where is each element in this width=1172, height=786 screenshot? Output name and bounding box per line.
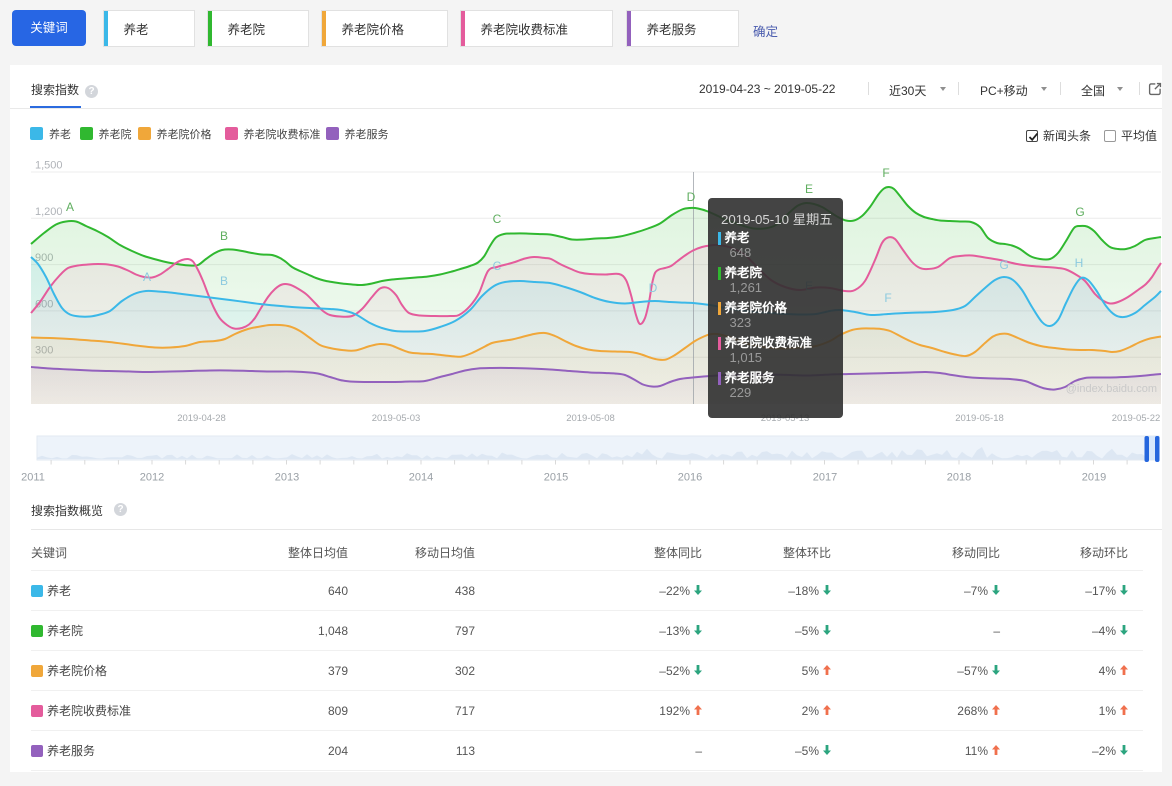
svg-text:F: F [882,166,889,180]
svg-text:B: B [220,274,228,288]
svg-text:2019-05-22: 2019-05-22 [1112,413,1161,424]
svg-text:A: A [66,200,74,214]
svg-text:D: D [649,281,658,295]
svg-text:C: C [493,259,502,273]
svg-text:2013: 2013 [275,472,299,484]
svg-text:F: F [884,291,891,305]
svg-text:2019-05-18: 2019-05-18 [955,413,1004,424]
svg-text:D: D [687,190,696,204]
svg-text:1,500: 1,500 [35,160,63,172]
svg-text:E: E [805,182,813,196]
svg-text:H: H [1075,256,1084,270]
svg-text:2019-05-03: 2019-05-03 [372,413,421,424]
svg-text:2019-04-28: 2019-04-28 [177,413,226,424]
svg-text:2019: 2019 [1082,472,1106,484]
svg-text:C: C [493,212,502,226]
svg-text:2014: 2014 [409,472,433,484]
svg-text:@index.baidu.com: @index.baidu.com [1066,383,1157,395]
svg-text:2019-05-08: 2019-05-08 [566,413,615,424]
svg-text:1,200: 1,200 [35,206,63,218]
svg-text:2018: 2018 [947,472,971,484]
svg-text:2012: 2012 [140,472,164,484]
svg-text:G: G [1075,205,1084,219]
svg-text:B: B [220,229,228,243]
svg-text:2019-05-13: 2019-05-13 [761,413,810,424]
svg-text:2015: 2015 [544,472,568,484]
svg-text:G: G [999,258,1008,272]
svg-text:2011: 2011 [21,472,45,484]
svg-text:2016: 2016 [678,472,702,484]
svg-text:2017: 2017 [813,472,837,484]
svg-text:A: A [143,270,151,284]
